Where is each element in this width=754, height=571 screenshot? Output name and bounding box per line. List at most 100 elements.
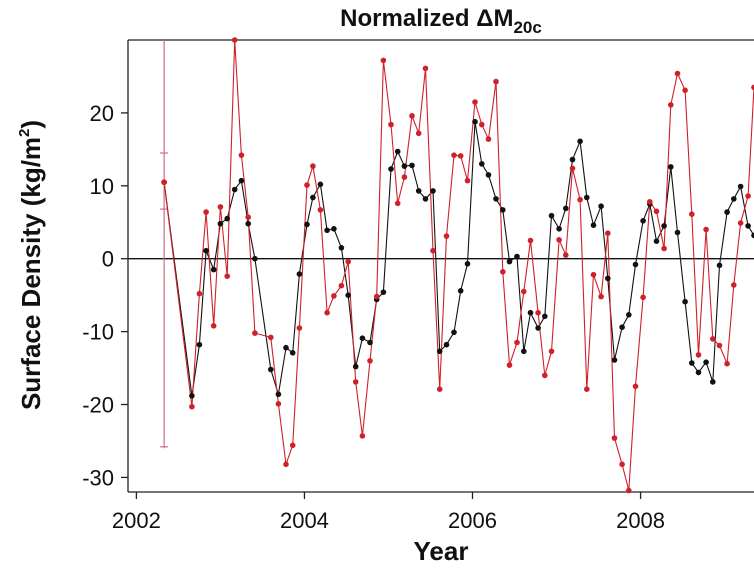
series-red-point (514, 339, 520, 346)
y-tick-label: 0 (102, 247, 114, 272)
series-red-point (443, 233, 450, 239)
series-red-point (647, 199, 653, 205)
series-black-point (556, 226, 562, 232)
series-black-point (422, 196, 429, 202)
series-red-point (563, 252, 569, 258)
series-black-point (506, 258, 513, 265)
series-red-point (661, 245, 667, 252)
y-tick-label: -20 (82, 393, 114, 418)
series-black-point (695, 369, 702, 376)
x-tick-label: 2006 (448, 508, 497, 533)
series-black-point (189, 393, 195, 399)
series-black-point (394, 148, 401, 155)
series-black-point (682, 298, 688, 305)
series-red-point (304, 182, 310, 188)
series-red-point (521, 288, 527, 295)
series-red-point (189, 403, 195, 410)
series-red-point (598, 293, 604, 300)
series-red-point (359, 433, 366, 439)
series-black-point (500, 207, 506, 213)
series-red-point (161, 179, 167, 185)
series-red-point (203, 209, 209, 215)
series-black-point (359, 335, 366, 342)
series-black-point (268, 366, 274, 373)
series-black-point (751, 232, 754, 239)
series-black-point (289, 350, 296, 356)
series-black-point (210, 266, 217, 273)
series-red-point (464, 177, 471, 184)
series-black-point (457, 288, 464, 294)
series-black-point (485, 172, 492, 178)
series-red-point (556, 237, 562, 243)
series-red-point (695, 352, 702, 358)
series-black-point (605, 275, 611, 282)
series-black-point (493, 196, 499, 202)
series-red-point (196, 290, 203, 297)
series-black-point (521, 348, 527, 355)
series-red-point (745, 193, 751, 199)
series-red-point (409, 113, 415, 119)
series-red-point (430, 247, 436, 254)
series-black-point (632, 261, 639, 268)
series-black-point (542, 313, 548, 320)
series-red-point (731, 282, 737, 288)
series-red-point (380, 57, 387, 64)
series-red-point (703, 226, 709, 233)
series-black-point (716, 262, 723, 269)
series-red-point (668, 102, 674, 108)
series-black-point (527, 309, 534, 316)
series-black-point (472, 118, 478, 125)
series-black-point (224, 215, 230, 222)
series-red-point (535, 309, 541, 316)
series-red-point (506, 362, 513, 368)
y-tick-label: 20 (90, 101, 114, 126)
series-red-point (542, 372, 548, 379)
series-black-point (689, 360, 695, 366)
series-black-point (611, 357, 618, 363)
series-red-point (527, 237, 534, 244)
series-black-point (626, 312, 632, 318)
series-red-point (275, 401, 282, 407)
series-black-point (640, 218, 646, 224)
series-red-point (422, 65, 429, 72)
series-black-point (584, 194, 590, 201)
series-black-point (703, 359, 709, 366)
series-red-point (500, 269, 506, 275)
x-axis-title: Year (414, 536, 469, 566)
series-red-point (569, 165, 576, 172)
series-black-point (196, 341, 203, 348)
series-red-point (436, 386, 443, 393)
plot-area: -30 -20 -10 0 10 20 2002 2004 2006 2008 (82, 37, 754, 533)
series-red-point (338, 282, 345, 289)
series-black-point (304, 221, 310, 228)
series-black-point (661, 223, 667, 229)
series-red-point (619, 461, 625, 468)
series-black-point (535, 325, 541, 331)
series-black-point (619, 324, 625, 331)
series-red-point (584, 386, 590, 393)
series-black-point (245, 220, 251, 227)
chart-title-prefix: Normalized (340, 5, 476, 32)
series-red-point (268, 334, 274, 341)
series-black-point (668, 164, 674, 170)
series-black-point (674, 229, 681, 236)
series-black-point (479, 161, 485, 167)
series-black-point (401, 163, 408, 169)
series-red-point (310, 163, 316, 169)
y-axis-title-suffix: ) (16, 120, 46, 129)
series-black-point (451, 329, 457, 336)
series-red-point (689, 211, 695, 217)
series-black-point (252, 255, 258, 262)
series-black-point (345, 292, 352, 299)
series-black-point (731, 196, 737, 202)
x-tick-label: 2004 (280, 508, 329, 533)
series-red-point (296, 325, 303, 331)
series-red-point (373, 293, 380, 300)
series-red-point (751, 84, 754, 91)
y-axis-title: Surface Density (kg/m2) (16, 120, 46, 410)
chart-title-symbol: ΔM (476, 5, 513, 32)
series-black-point (238, 177, 245, 184)
series-black-point (745, 223, 751, 229)
series-red-point (611, 435, 618, 441)
